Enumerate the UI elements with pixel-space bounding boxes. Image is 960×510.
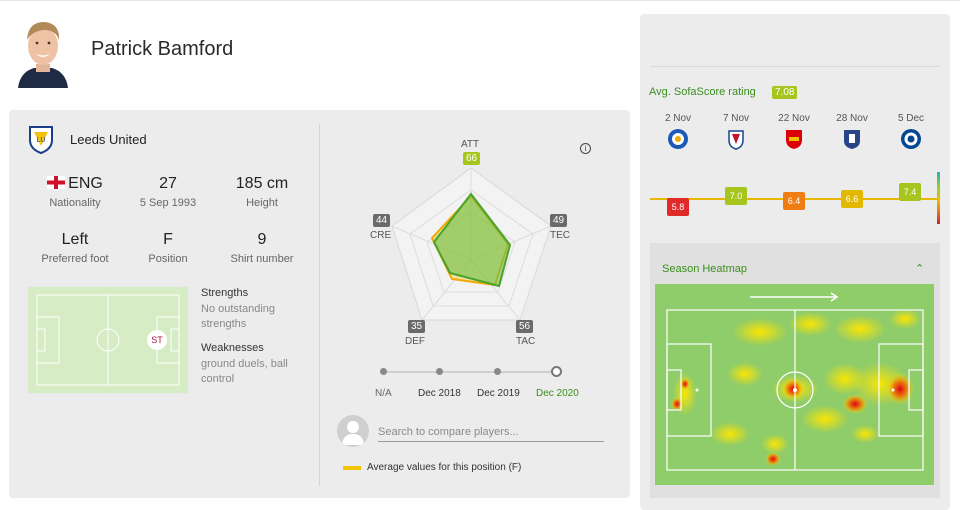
team-link[interactable]: Leeds United [70,132,147,147]
attribute-radar-chart [391,167,552,321]
cre-label: CRE [370,230,392,241]
chevron-up-icon[interactable]: ⌃ [915,263,925,275]
att-label: ATT [461,139,480,150]
nationality-code: ENG [68,175,103,192]
foot-value: Left [61,231,89,248]
tac-score-badge: 56 [516,320,534,333]
average-legend-swatch [343,466,361,470]
card-divider [319,124,320,486]
foot-stat: Left Preferred foot [20,231,130,265]
svg-text:LU: LU [37,137,46,144]
foot-label: Preferred foot [41,253,109,265]
strengths-title: Strengths [201,287,249,299]
match-date: 5 Dec [897,113,925,124]
birthdate-label: 5 Sep 1993 [139,197,197,209]
height-stat: 185 cm Height [207,175,317,209]
timeline-dot-dec-2020-selected[interactable] [551,366,562,377]
height-label: Height [246,197,278,209]
height-value: 185 cm [235,175,289,192]
player-avatar [14,12,72,88]
player-name: Patrick Bamford [91,38,234,60]
position-value: F [163,231,173,248]
match-rating-box[interactable]: 6.6 [841,190,863,208]
timeline-label-na[interactable]: N/A [375,388,392,399]
shirt-stat: 9 Shirt number [207,231,317,265]
heat-blobs [671,309,921,466]
leeds-united-crest-icon[interactable]: LU [27,124,55,155]
season-timeline[interactable] [383,371,557,373]
timeline-dot-dec-2018[interactable] [436,368,443,375]
shirt-value: 9 [257,231,267,248]
nationality-label: Nationality [49,197,101,209]
match-date: 22 Nov [778,113,810,124]
def-label: DEF [405,336,425,347]
chelsea-crest-icon[interactable] [900,128,922,150]
timeline-dot-na[interactable] [380,368,387,375]
england-flag-icon [47,176,66,189]
match-date: 7 Nov [722,113,750,124]
everton-crest-icon[interactable] [841,128,863,150]
heatmap-title[interactable]: Season Heatmap [662,263,747,275]
match-date: 28 Nov [836,113,868,124]
compare-search-input[interactable] [378,422,604,442]
position-stat: F Position [113,231,223,265]
crystal-palace-crest-icon[interactable] [725,128,747,150]
timeline-label-dec-2020[interactable]: Dec 2020 [536,388,579,399]
avg-rating-title: Avg. SofaScore rating [649,86,756,98]
age-stat: 27 5 Sep 1993 [113,175,223,209]
rating-color-scale [937,172,940,224]
info-icon[interactable]: i [580,143,591,154]
shirt-label: Shirt number [230,253,294,265]
attack-direction-arrow-icon [750,292,839,302]
tec-label: TEC [550,230,570,241]
match-rating-box[interactable]: 7.0 [725,187,747,205]
season-heatmap-pitch [655,284,934,485]
nationality-stat: ENG Nationality [20,175,130,209]
match-rating-box[interactable]: 5.8 [667,198,689,216]
timeline-label-dec-2019[interactable]: Dec 2019 [477,388,520,399]
weaknesses-text: ground duels, ball control [201,358,288,385]
weaknesses-title: Weaknesses [201,342,264,354]
tac-label: TAC [516,336,536,347]
arsenal-crest-icon[interactable] [783,128,805,150]
player-polygon [432,192,512,288]
timeline-label-dec-2018[interactable]: Dec 2018 [418,388,461,399]
timeline-dot-dec-2019[interactable] [494,368,501,375]
strengths-text: No outstanding strengths [201,303,275,330]
top-divider [0,0,960,1]
match-rating-box[interactable]: 7.4 [899,183,921,201]
nationality-value: ENG [20,175,130,193]
avg-rating-badge: 7.08 [772,86,798,99]
age-value: 27 [159,175,177,192]
position-pitch: ST [28,287,188,393]
match-date: 2 Nov [664,113,692,124]
position-marker: ST [147,330,167,350]
def-score-badge: 35 [408,320,426,333]
tec-score-badge: 49 [550,214,568,227]
leicester-crest-icon[interactable] [667,128,689,150]
compare-player-avatar-icon [337,415,369,447]
att-score-badge: 66 [463,152,481,165]
sidebar-divider [650,66,940,67]
cre-score-badge: 44 [373,214,391,227]
average-legend-label: Average values for this position (F) [367,462,522,473]
match-rating-box[interactable]: 6.4 [783,192,805,210]
position-label: Position [148,253,188,265]
